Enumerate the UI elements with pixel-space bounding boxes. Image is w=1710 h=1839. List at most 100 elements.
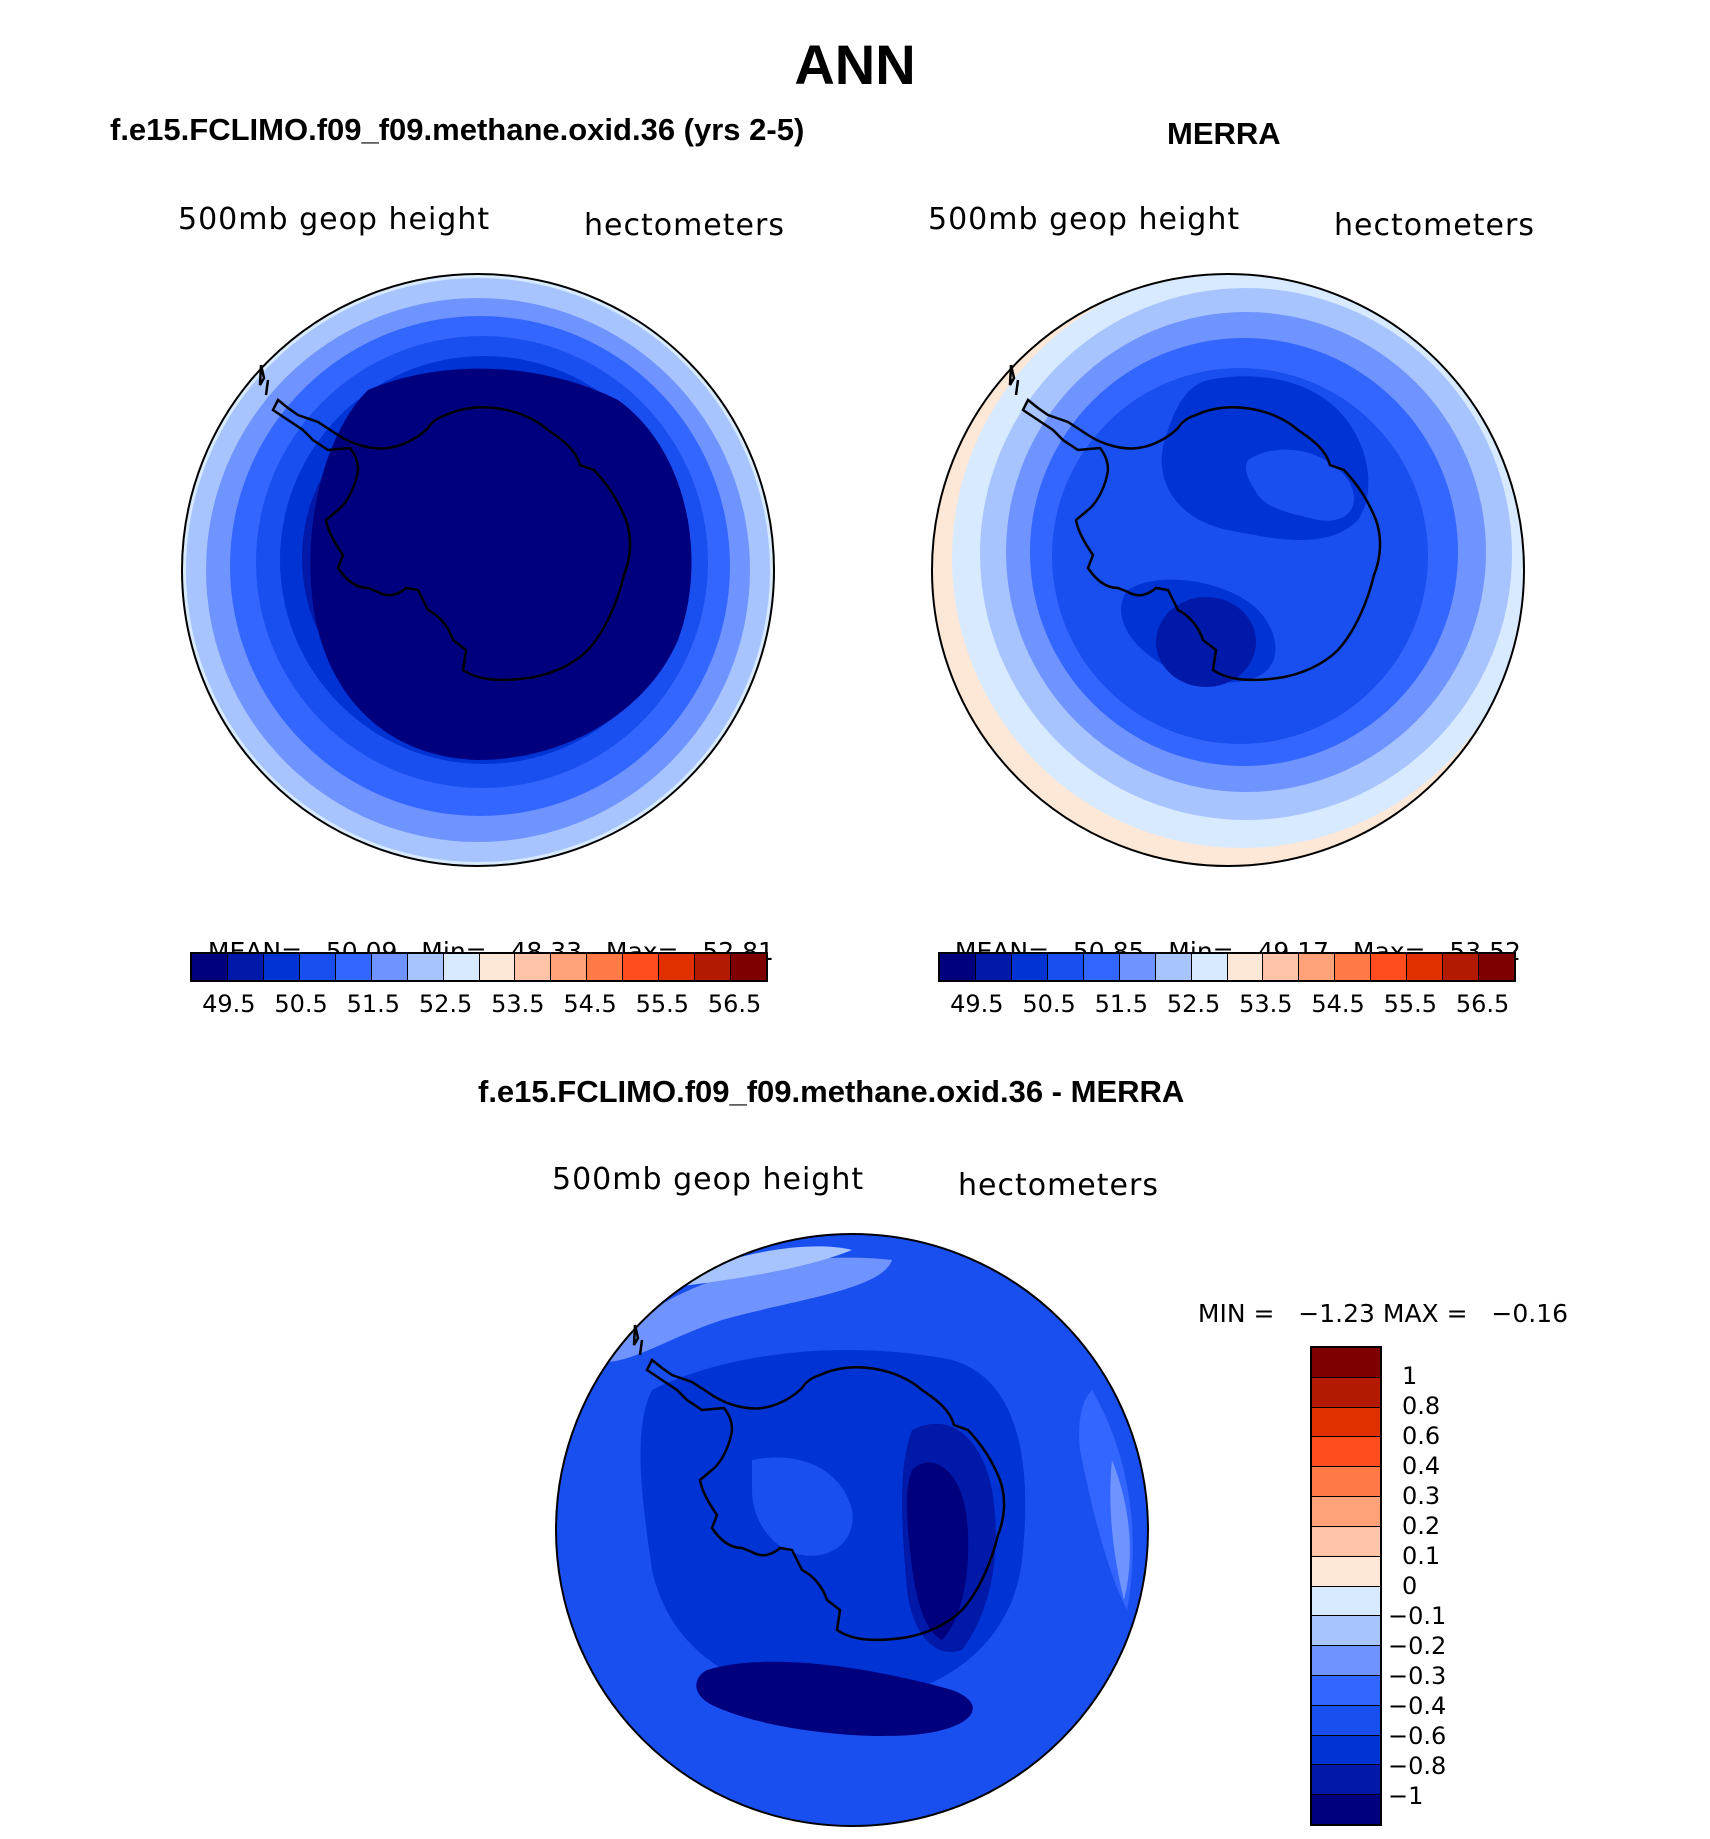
panel-2-map xyxy=(931,273,1525,867)
diff-colorbar-tick-label: −0.6 xyxy=(1388,1722,1447,1750)
colorbar-swatch xyxy=(443,954,480,980)
colorbar-swatch xyxy=(1263,954,1300,980)
panel-1-variable: 500mb geop height xyxy=(178,202,491,237)
colorbar-swatch xyxy=(1479,954,1514,980)
diff-colorbar-tick-label: 0.1 xyxy=(1402,1542,1441,1570)
colorbar-tick-label: 54.5 xyxy=(1311,990,1365,1018)
panel-1-colorbar-labels: 49.5 50.5 51.5 52.5 53.5 54.5 55.5 56.5 xyxy=(190,990,768,1020)
colorbar-tick-label: 50.5 xyxy=(1022,990,1076,1018)
diff-colorbar-swatch xyxy=(1312,1735,1380,1766)
diff-colorbar-labels: 1 0.8 0.6 0.4 0.3 0.2 0.1 0 −0.1 −0.2 −0.3 −0.4 −0.6… xyxy=(1388,1346,1478,1826)
colorbar-swatch xyxy=(1119,954,1156,980)
panel-1-units: hectometers xyxy=(584,208,785,243)
colorbar-swatch xyxy=(1335,954,1372,980)
panel-3-stats: MIN = −1.23 MAX = −0.16 xyxy=(1182,1270,1568,1328)
panel-3-min-label: MIN = xyxy=(1197,1299,1275,1328)
panel-1-antarctica-outline xyxy=(271,398,632,682)
colorbar-swatch xyxy=(227,954,264,980)
diff-colorbar-swatch xyxy=(1312,1795,1380,1824)
colorbar-tick-label: 56.5 xyxy=(707,990,762,1018)
colorbar-swatch xyxy=(1443,954,1480,980)
colorbar-swatch xyxy=(299,954,336,980)
colorbar-swatch xyxy=(335,954,372,980)
diff-colorbar-swatch xyxy=(1312,1556,1380,1587)
colorbar-swatch xyxy=(587,954,624,980)
colorbar-swatch xyxy=(975,954,1012,980)
colorbar-swatch xyxy=(1155,954,1192,980)
diff-colorbar-swatch xyxy=(1312,1407,1380,1438)
diff-colorbar-tick-label: −0.4 xyxy=(1388,1692,1447,1720)
diff-colorbar-tick-label: −0.8 xyxy=(1388,1752,1447,1780)
panel-2-units: hectometers xyxy=(1334,208,1535,243)
panel-3-variable: 500mb geop height xyxy=(552,1162,865,1197)
diff-colorbar-swatch xyxy=(1312,1377,1380,1408)
panel-3-antarctica-outline xyxy=(645,1358,1006,1642)
colorbar-tick-label: 51.5 xyxy=(1094,990,1149,1018)
diff-colorbar xyxy=(1310,1346,1382,1826)
diff-colorbar-swatch xyxy=(1312,1675,1380,1706)
panel-1-map xyxy=(181,273,775,867)
colorbar-swatch xyxy=(1083,954,1120,980)
colorbar-swatch xyxy=(940,954,976,980)
colorbar-tick-label: 52.5 xyxy=(418,990,473,1018)
panel-2-colorbar-labels: 49.5 50.5 51.5 52.5 53.5 54.5 55.5 56.5 xyxy=(938,990,1516,1020)
colorbar-swatch xyxy=(371,954,408,980)
panel-1-colorbar xyxy=(190,952,768,982)
colorbar-tick-label: 54.5 xyxy=(563,990,617,1018)
colorbar-tick-label: 53.5 xyxy=(1239,990,1293,1018)
diff-colorbar-swatch xyxy=(1312,1705,1380,1736)
panel-1-title: f.e15.FCLIMO.f09_f09.methane.oxid.36 (yr… xyxy=(110,112,805,147)
diff-colorbar-tick-label: −0.2 xyxy=(1388,1632,1447,1660)
diff-colorbar-swatch xyxy=(1312,1467,1380,1498)
colorbar-swatch xyxy=(1191,954,1228,980)
colorbar-tick-label: 55.5 xyxy=(1383,990,1438,1018)
diff-colorbar-tick-label: 1 xyxy=(1402,1362,1418,1390)
colorbar-swatch xyxy=(1227,954,1264,980)
diff-colorbar-swatch xyxy=(1312,1586,1380,1617)
diff-colorbar-tick-label: −0.1 xyxy=(1388,1602,1447,1630)
colorbar-swatch xyxy=(623,954,660,980)
colorbar-tick-label: 50.5 xyxy=(274,990,328,1018)
panel-3-map xyxy=(555,1233,1149,1827)
panel-2-title: MERRA xyxy=(1167,116,1281,151)
colorbar-swatch xyxy=(1371,954,1408,980)
diff-colorbar-tick-label: −0.3 xyxy=(1388,1662,1447,1690)
panel-2-colorbar xyxy=(938,952,1516,982)
panel-2-variable: 500mb geop height xyxy=(928,202,1241,237)
panel-3-max-label: MAX = xyxy=(1382,1299,1468,1328)
colorbar-swatch xyxy=(263,954,300,980)
diff-colorbar-tick-label: 0.8 xyxy=(1402,1392,1441,1420)
colorbar-swatch xyxy=(1299,954,1336,980)
diff-colorbar-swatch xyxy=(1312,1437,1380,1468)
diff-colorbar-tick-label: 0.6 xyxy=(1402,1422,1441,1450)
colorbar-swatch xyxy=(659,954,696,980)
main-title: ANN xyxy=(794,33,916,96)
panel-2-antarctica-outline xyxy=(1021,398,1382,682)
diff-colorbar-tick-label: 0 xyxy=(1402,1572,1418,1600)
colorbar-swatch xyxy=(731,954,766,980)
diff-colorbar-swatch xyxy=(1312,1646,1380,1676)
colorbar-tick-label: 49.5 xyxy=(950,990,1004,1018)
diff-colorbar-tick-label: 0.3 xyxy=(1402,1482,1441,1510)
diff-colorbar-swatch xyxy=(1312,1348,1380,1378)
diff-colorbar-swatch xyxy=(1312,1765,1380,1796)
panel-3-min-value: −1.23 xyxy=(1298,1299,1375,1328)
diff-colorbar-tick-label: 0.2 xyxy=(1402,1512,1441,1540)
colorbar-tick-label: 51.5 xyxy=(346,990,401,1018)
diff-colorbar-swatch xyxy=(1312,1616,1380,1647)
colorbar-swatch xyxy=(1011,954,1048,980)
colorbar-tick-label: 49.5 xyxy=(202,990,256,1018)
panel-3-max-value: −0.16 xyxy=(1491,1299,1569,1328)
diff-colorbar-swatch xyxy=(1312,1497,1380,1527)
colorbar-tick-label: 53.5 xyxy=(491,990,545,1018)
colorbar-swatch xyxy=(1047,954,1084,980)
colorbar-tick-label: 55.5 xyxy=(635,990,690,1018)
panel-3-units: hectometers xyxy=(958,1168,1159,1203)
diff-colorbar-tick-label: −1 xyxy=(1388,1782,1424,1810)
colorbar-swatch xyxy=(192,954,228,980)
diff-colorbar-tick-label: 0.4 xyxy=(1402,1452,1441,1480)
colorbar-swatch xyxy=(479,954,516,980)
panel-3-title: f.e15.FCLIMO.f09_f09.methane.oxid.36 - M… xyxy=(478,1074,1185,1109)
diff-colorbar-swatch xyxy=(1312,1526,1380,1557)
colorbar-swatch xyxy=(407,954,444,980)
